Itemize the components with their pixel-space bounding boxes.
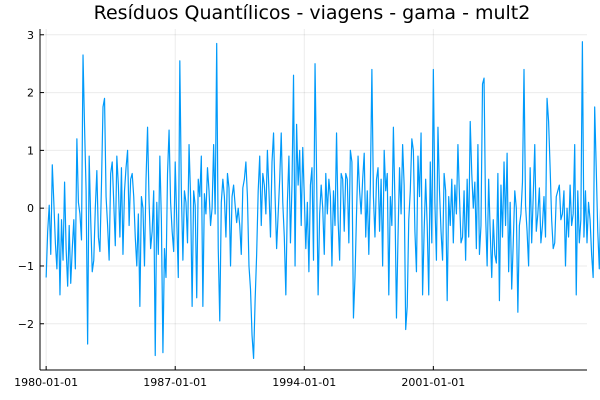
y-tick-label: 2	[27, 87, 34, 100]
residuals-series-line	[45, 41, 600, 360]
axes	[39, 29, 587, 371]
y-tick-label: 3	[27, 29, 34, 42]
x-tick-label: 1980-01-01	[14, 376, 78, 389]
x-tick-label: 1987-01-01	[143, 376, 207, 389]
x-tick-label: 1994-01-01	[272, 376, 336, 389]
y-tick-label: −1	[18, 260, 34, 273]
series-layer	[45, 41, 600, 360]
y-tick-label: −2	[18, 318, 34, 331]
tick-labels: −2 −1 0 1 2 3 1980-01-01 1987-01-01 1994-01-01 20…	[14, 29, 465, 389]
chart-title: Resíduos Quantílicos - viagens - gama - …	[94, 2, 531, 24]
y-tick-label: 0	[27, 202, 34, 215]
y-tick-label: 1	[27, 144, 34, 157]
x-tick-label: 2001-01-01	[401, 376, 465, 389]
